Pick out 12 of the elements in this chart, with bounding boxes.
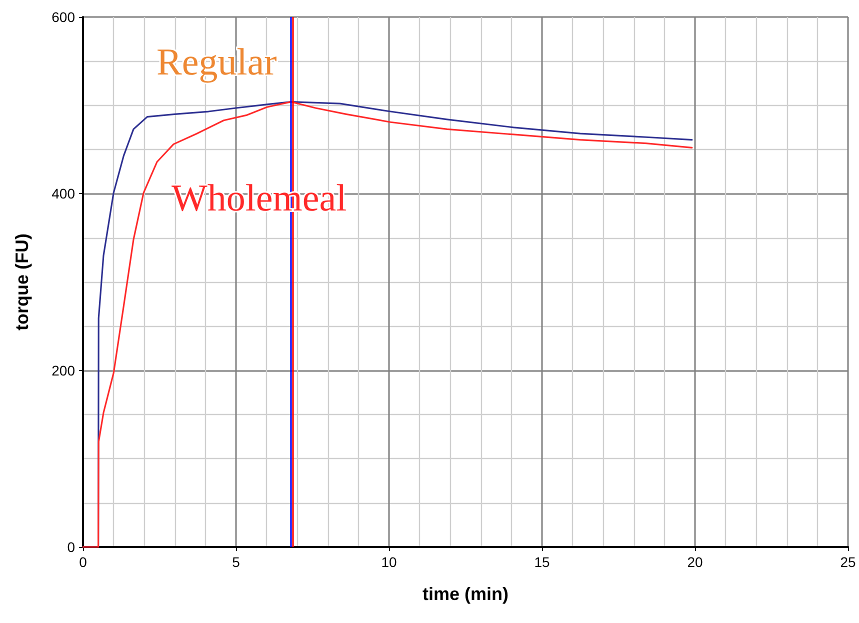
y-tick-label: 200 [52,362,76,378]
x-axis-title: time (min) [422,584,509,604]
y-tick-label: 400 [52,186,76,202]
x-tick-label: 25 [840,554,856,570]
x-tick-label: 20 [687,554,703,570]
x-tick-label: 10 [381,554,397,570]
x-tick-label: 0 [79,554,88,570]
y-tick-label: 0 [67,539,76,555]
y-axis-title: torque (FU) [12,234,32,330]
y-tick-label: 600 [52,9,76,25]
x-tick-label: 5 [232,554,240,570]
x-tick-label: 15 [534,554,550,570]
